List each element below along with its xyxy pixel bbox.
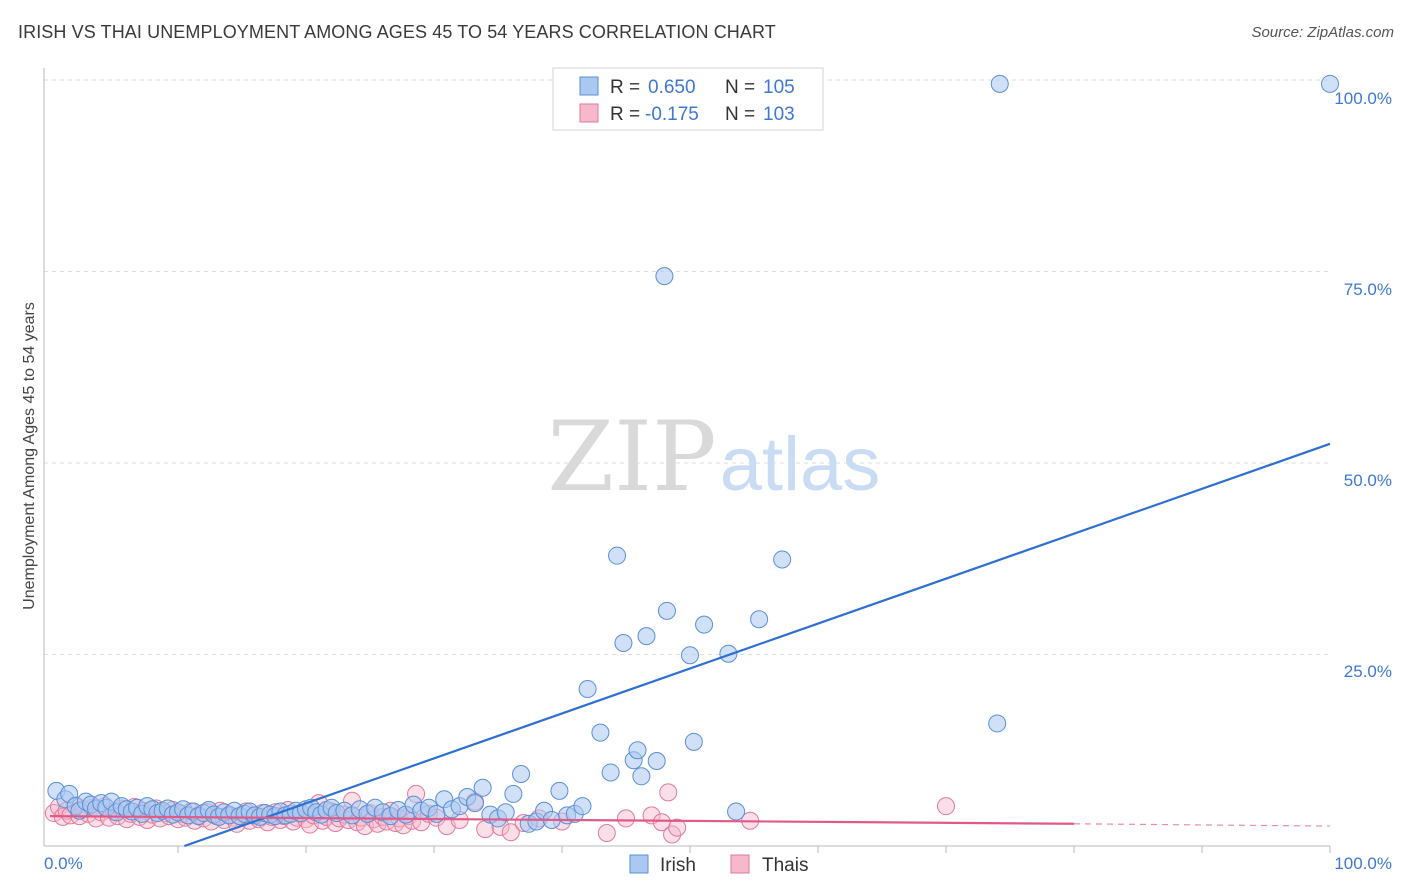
y-tick-label-100: 100.0%	[1334, 89, 1392, 108]
bottom-legend-thai-label: Thais	[762, 855, 808, 876]
irish-point	[473, 778, 492, 797]
y-tick-label-75: 75.0%	[1344, 280, 1392, 299]
bottom-legend-thai-swatch	[730, 854, 750, 874]
chart-title: IRISH VS THAI UNEMPLOYMENT AMONG AGES 45…	[18, 22, 776, 42]
legend-thai-n-label: N =	[725, 104, 755, 125]
irish-point	[632, 767, 651, 786]
legend-irish-r-value: 0.650	[648, 77, 696, 98]
irish-point	[727, 802, 746, 821]
legend-irish-r-label: R =	[610, 77, 640, 98]
bottom-legend-irish-label: Irish	[660, 855, 696, 876]
legend-irish-swatch	[579, 76, 599, 96]
thai-trend-line	[49, 815, 1075, 825]
thai-point	[659, 783, 678, 802]
legend-thai-n-value: 103	[763, 104, 795, 125]
legend-irish-n-label: N =	[725, 77, 755, 98]
irish-point	[504, 784, 523, 803]
irish-point	[628, 741, 647, 760]
irish-point	[512, 764, 531, 783]
irish-point	[496, 803, 515, 822]
watermark-atlas: atlas	[720, 422, 881, 507]
irish-trend-line	[184, 442, 1331, 848]
y-tick-label-25: 25.0%	[1344, 662, 1392, 681]
irish-point	[657, 601, 676, 620]
irish-point	[719, 644, 738, 663]
bottom-legend-irish-swatch	[629, 854, 649, 874]
irish-point	[988, 714, 1007, 733]
irish-point	[647, 751, 666, 770]
irish-point	[591, 723, 610, 742]
irish-point	[773, 550, 792, 569]
series-legend: Irish Thais	[629, 854, 808, 876]
thai-point	[597, 823, 616, 842]
thai-point	[501, 823, 520, 842]
irish-point	[990, 74, 1009, 93]
irish-point	[601, 763, 620, 782]
legend-irish-n-value: 105	[763, 77, 795, 98]
legend-thai-swatch	[579, 103, 599, 123]
grid-lines	[44, 79, 1330, 655]
irish-point	[614, 634, 633, 653]
thai-point	[617, 809, 635, 828]
irish-point	[695, 615, 714, 634]
irish-point	[578, 679, 597, 698]
irish-point	[608, 546, 627, 565]
y-tick-label-50: 50.0%	[1344, 471, 1392, 490]
irish-point	[681, 646, 699, 665]
irish-point	[684, 732, 703, 751]
irish-point	[465, 794, 484, 813]
watermark-zip: ZIP	[547, 401, 716, 513]
correlation-legend: R = 0.650 N = 105 R = -0.175 N = 103	[552, 67, 824, 131]
legend-thai-r-value: -0.175	[645, 104, 699, 125]
x-axis-ticks	[177, 846, 1331, 853]
trend-lines	[49, 442, 1331, 848]
irish-point	[1321, 74, 1339, 93]
source-label: Source: ZipAtlas.com	[1251, 24, 1394, 41]
thai-point	[668, 818, 687, 837]
thai-point	[937, 797, 955, 816]
irish-point	[750, 610, 769, 629]
irish-point	[655, 267, 674, 286]
x-tick-label-max: 100.0%	[1334, 854, 1392, 873]
thai-trend-line-extension	[1073, 823, 1331, 827]
legend-thai-r-label: R =	[610, 104, 640, 125]
irish-point	[550, 781, 569, 800]
irish-point	[573, 797, 592, 816]
x-tick-label-min: 0.0%	[44, 854, 83, 873]
y-axis-label: Unemployment Among Ages 45 to 54 years	[21, 302, 38, 610]
irish-point	[637, 627, 656, 646]
